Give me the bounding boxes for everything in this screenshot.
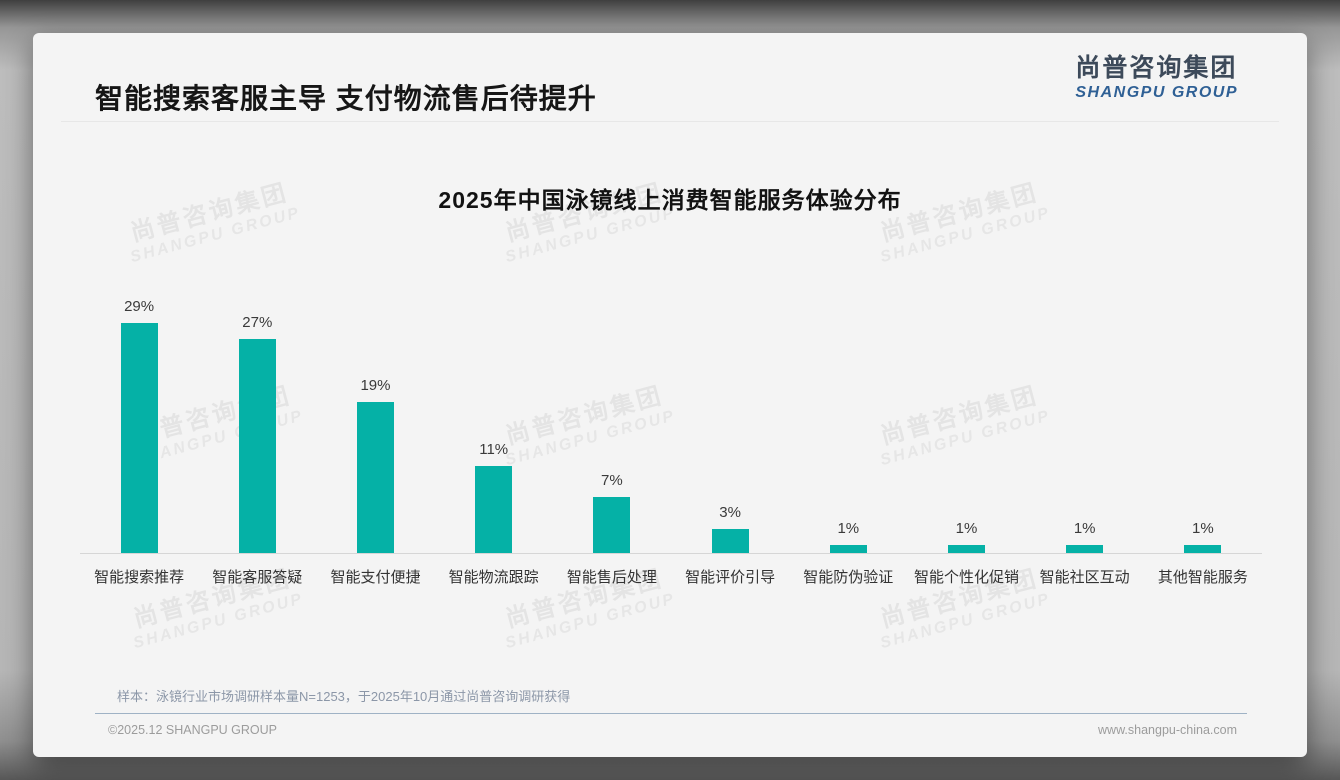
bar	[238, 339, 276, 553]
slide-card: 智能搜索客服主导 支付物流售后待提升 尚普咨询集团 SHANGPU GROUP …	[33, 33, 1307, 757]
category-label: 智能售后处理	[566, 569, 657, 586]
sample-note: 样本：泳镜行业市场调研样本量N=1253，于2025年10月通过尚普咨询调研获得	[117, 689, 571, 704]
category-label: 智能个性化促销	[913, 569, 1019, 586]
bar-value-label: 29%	[124, 298, 155, 315]
watermark-english-text: SHANGPU GROUP	[131, 589, 306, 652]
bar-value-label: 3%	[719, 504, 741, 521]
category-label: 智能支付便捷	[330, 569, 421, 586]
company-logo: 尚普咨询集团 SHANGPU GROUP	[1075, 54, 1238, 102]
bar	[829, 545, 867, 553]
plot-area: 29% 27% 19% 11% 7% 3% 1% 1% 1% 1%	[80, 33, 1262, 554]
category-label: 智能搜索推荐	[94, 569, 185, 586]
bar	[475, 466, 513, 553]
bar	[948, 545, 985, 553]
bar-value-label: 19%	[360, 377, 391, 394]
bar	[357, 402, 394, 553]
watermark-english-text: SHANGPU GROUP	[878, 589, 1053, 652]
watermark-english-text: SHANGPU GROUP	[503, 589, 678, 652]
logo-chinese-text: 尚普咨询集团	[1075, 54, 1238, 82]
x-axis-line	[80, 553, 1262, 554]
bar-value-label: 11%	[479, 441, 509, 458]
bar	[120, 323, 158, 553]
bar	[711, 529, 749, 553]
category-labels: 智能搜索推荐 智能客服答疑 智能支付便捷 智能物流跟踪 智能售后处理 智能评价引导 智能防伪…	[80, 566, 1262, 596]
bar-value-label: 27%	[242, 314, 273, 331]
category-label: 智能客服答疑	[212, 569, 303, 586]
chart-title: 2025年中国泳镜线上消费智能服务体验分布	[438, 187, 902, 213]
bar-value-label: 1%	[955, 520, 978, 537]
category-label: 其他智能服务	[1157, 569, 1248, 586]
category-label: 智能物流跟踪	[448, 569, 539, 586]
logo-english-text: SHANGPU GROUP	[1075, 83, 1238, 101]
page-title: 智能搜索客服主导 支付物流售后待提升	[95, 83, 597, 114]
category-label: 智能社区互动	[1039, 569, 1130, 586]
copyright-text: ©2025.12 SHANGPU GROUP	[108, 723, 277, 737]
bar	[1066, 545, 1104, 553]
footer-divider	[95, 713, 1247, 714]
bar-value-label: 7%	[601, 472, 623, 489]
bar	[1184, 545, 1222, 553]
category-label: 智能评价引导	[685, 569, 776, 586]
category-label: 智能防伪验证	[803, 569, 894, 586]
bar-value-label: 1%	[837, 520, 860, 537]
bar-value-label: 1%	[1073, 520, 1096, 537]
bar-value-label: 1%	[1192, 520, 1214, 537]
bar	[593, 497, 631, 553]
header-divider	[61, 121, 1279, 122]
website-url: www.shangpu-china.com	[1098, 723, 1237, 737]
